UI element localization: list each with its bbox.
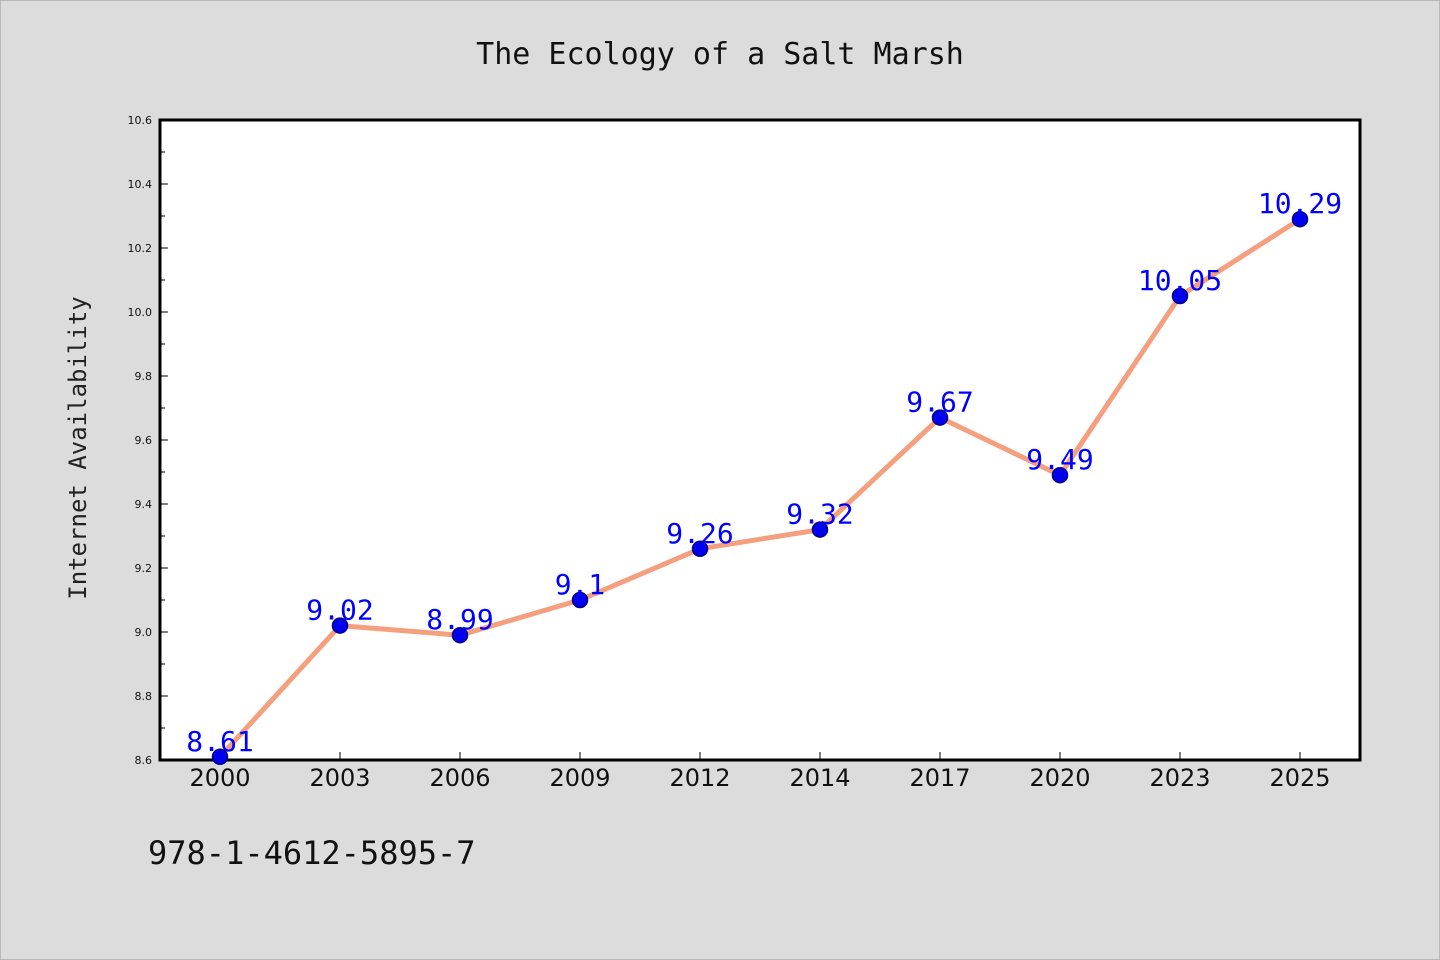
data-point: [1171, 287, 1189, 305]
data-point: [1291, 210, 1309, 228]
x-tick-label: 2017: [909, 764, 970, 792]
data-point: [1051, 466, 1069, 484]
data-point: [811, 521, 829, 538]
plot-area: [158, 118, 1362, 762]
x-tick-label: 2012: [669, 764, 730, 792]
series-line: [217, 216, 1303, 760]
data-label: 8.61: [186, 725, 253, 758]
data-point: [571, 591, 589, 609]
series-marker-layer: [211, 210, 1309, 766]
y-tick-label: 8.6: [135, 754, 153, 767]
y-tick-label: 9.6: [135, 434, 153, 447]
data-label: 9.1: [555, 568, 606, 601]
y-tick-label: 10.2: [128, 242, 153, 255]
y-axis-label: Internet Availability: [64, 296, 92, 599]
y-tick-label: 8.8: [135, 690, 153, 703]
data-label: 9.49: [1026, 443, 1093, 476]
data-label: 9.67: [906, 386, 973, 419]
data-label-layer: 8.61 9.02 8.99 9.1 9.26 9.32 9.67 9.49 10.05 10.2…: [186, 187, 1342, 758]
y-tick-label: 10.6: [128, 114, 153, 127]
y-tick-label: 9.8: [135, 370, 153, 383]
data-label: 9.26: [666, 517, 733, 550]
chart-title: The Ecology of a Salt Marsh: [476, 37, 964, 72]
data-label: 10.05: [1138, 264, 1222, 297]
x-tick-label: 2025: [1269, 764, 1330, 792]
y-tick-label: 9.2: [135, 562, 153, 575]
data-point: [691, 540, 709, 558]
x-tick-label: 2023: [1149, 764, 1210, 792]
series-line-layer: [217, 216, 1303, 760]
y-tick-label: 9.0: [135, 626, 153, 639]
y-tick-label: 9.4: [135, 498, 153, 511]
data-point: [931, 409, 949, 426]
y-axis-ticks: 8.6 8.8 9.0 9.2 9.4 9.6 9.8 10.0 10.2 10.4 10.6: [128, 114, 168, 767]
data-label: 8.99: [426, 603, 493, 636]
data-label: 9.32: [786, 498, 853, 531]
x-tick-label: 2020: [1029, 764, 1090, 792]
data-point: [331, 617, 349, 634]
x-axis-ticks: 2000 2003 2006 2009 2012 2014 2017 2020 2023 2025: [189, 752, 1331, 792]
isbn-text: 978-1-4612-5895-7: [148, 834, 476, 872]
data-point: [451, 626, 469, 644]
data-label: 9.02: [306, 594, 373, 627]
x-tick-label: 2003: [309, 764, 370, 792]
data-point: [211, 748, 229, 766]
x-tick-label: 2014: [789, 764, 850, 792]
y-tick-label: 10.4: [128, 178, 153, 191]
x-tick-label: 2009: [549, 764, 610, 792]
data-label: 10.29: [1258, 187, 1342, 220]
x-tick-label: 2000: [189, 764, 250, 792]
x-tick-label: 2006: [429, 764, 490, 792]
y-tick-label: 10.0: [128, 306, 153, 319]
